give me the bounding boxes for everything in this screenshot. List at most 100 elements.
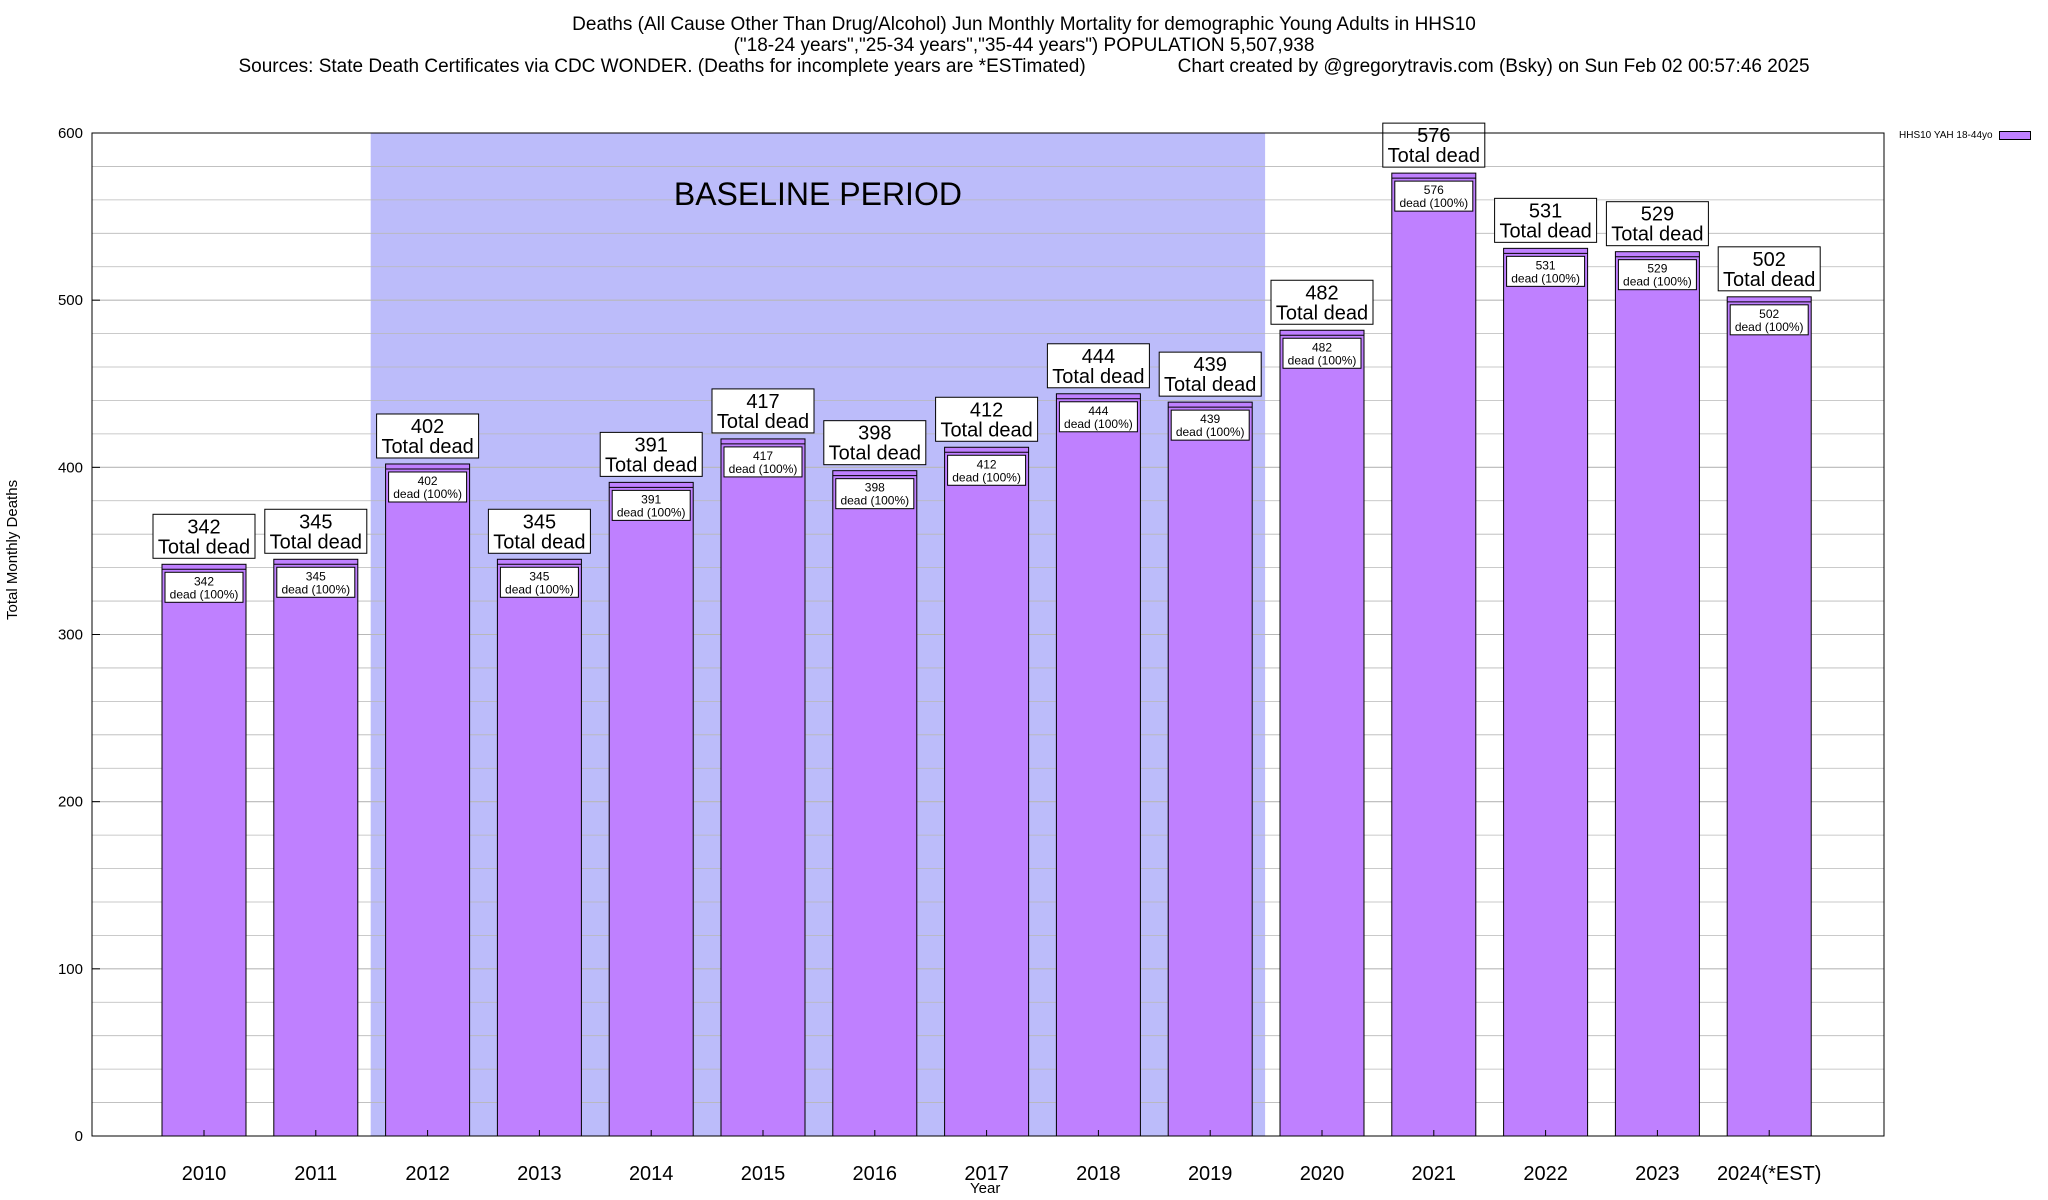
total-dead-label: Total dead: [605, 454, 697, 476]
x-tick-label: 2013: [517, 1163, 562, 1185]
inner-label-box: [388, 471, 468, 503]
total-label-box: [1494, 197, 1598, 243]
total-value-label: 529: [1641, 204, 1674, 226]
inner-value-label: 482: [1312, 340, 1332, 354]
total-value-label: 345: [299, 511, 332, 533]
inner-label-box: [947, 454, 1027, 486]
total-dead-label: Total dead: [940, 419, 1032, 441]
inner-value-label: 576: [1424, 183, 1444, 197]
x-tick-label: 2016: [853, 1163, 898, 1185]
inner-value-label: 417: [753, 449, 773, 463]
inner-percent-label: dead (100%): [952, 470, 1021, 484]
y-tick-label: 400: [58, 459, 83, 476]
inner-label-box: [276, 566, 356, 598]
inner-label-box: [1282, 337, 1362, 369]
bar: [273, 558, 359, 1137]
inner-label-box: [611, 489, 691, 521]
total-dead-label: Total dead: [493, 531, 585, 553]
bar: [832, 470, 918, 1137]
total-label-box: [1717, 246, 1821, 292]
total-value-label: 531: [1529, 200, 1562, 222]
inner-percent-label: dead (100%): [729, 462, 798, 476]
y-tick-label: 100: [58, 961, 83, 978]
x-tick-label: 2019: [1188, 1163, 1233, 1185]
baseline-period-label: BASELINE PERIOD: [674, 176, 962, 212]
x-tick-label: 2010: [182, 1163, 227, 1185]
inner-percent-label: dead (100%): [1623, 275, 1692, 289]
total-value-label: 439: [1194, 354, 1227, 376]
total-label-box: [376, 413, 480, 459]
inner-value-label: 402: [418, 474, 438, 488]
inner-percent-label: dead (100%): [617, 505, 686, 519]
total-value-label: 402: [411, 416, 444, 438]
total-value-label: 342: [187, 516, 220, 538]
legend: HHS10 YAH 18-44yo: [1899, 130, 2031, 141]
bar: [385, 463, 471, 1137]
y-tick-label: 300: [58, 627, 83, 644]
y-tick-label: 0: [75, 1128, 83, 1145]
inner-percent-label: dead (100%): [840, 494, 909, 508]
y-tick-label: 600: [58, 125, 83, 142]
total-dead-label: Total dead: [270, 531, 362, 553]
inner-value-label: 345: [306, 569, 326, 583]
inner-value-label: 444: [1088, 404, 1108, 418]
x-tick-label: 2012: [405, 1163, 450, 1185]
bar: [496, 558, 582, 1137]
x-tick-label: 2017: [964, 1163, 1009, 1185]
inner-value-label: 391: [641, 492, 661, 506]
bar: [1726, 296, 1812, 1137]
inner-value-label: 439: [1200, 412, 1220, 426]
total-label-box: [823, 420, 927, 466]
total-dead-label: Total dead: [1052, 366, 1144, 388]
inner-percent-label: dead (100%): [505, 582, 574, 596]
total-dead-label: Total dead: [1388, 145, 1480, 167]
inner-label-box: [164, 571, 244, 603]
inner-label-box: [1170, 409, 1250, 441]
bar: [1614, 251, 1700, 1137]
total-dead-label: Total dead: [158, 536, 250, 558]
bar: [608, 481, 694, 1137]
total-label-box: [1046, 343, 1150, 389]
inner-percent-label: dead (100%): [170, 587, 239, 601]
y-tick-label: 500: [58, 292, 83, 309]
bar: [1167, 401, 1253, 1137]
y-tick-label: 200: [58, 794, 83, 811]
x-tick-label: 2021: [1412, 1163, 1457, 1185]
inner-label-box: [1058, 401, 1138, 433]
bar: [1503, 247, 1589, 1137]
total-dead-label: Total dead: [1164, 374, 1256, 396]
total-dead-label: Total dead: [829, 443, 921, 465]
total-label-box: [1605, 201, 1709, 247]
x-tick-label: 2024(*EST): [1717, 1163, 1822, 1185]
inner-label-box: [1617, 259, 1697, 291]
inner-label-box: [1506, 255, 1586, 287]
total-dead-label: Total dead: [1276, 302, 1368, 324]
total-label-box: [487, 508, 591, 554]
total-label-box: [152, 513, 256, 559]
x-tick-label: 2018: [1076, 1163, 1121, 1185]
total-value-label: 345: [523, 511, 556, 533]
inner-value-label: 529: [1647, 262, 1667, 276]
total-dead-label: Total dead: [717, 411, 809, 433]
total-dead-label: Total dead: [381, 436, 473, 458]
total-label-box: [1382, 122, 1486, 168]
total-label-box: [935, 396, 1039, 442]
inner-label-box: [835, 478, 915, 510]
inner-label-box: [1729, 304, 1809, 336]
total-label-box: [711, 388, 815, 434]
total-dead-label: Total dead: [1499, 220, 1591, 242]
legend-label: HHS10 YAH 18-44yo: [1899, 130, 1993, 141]
chart-credit: Chart created by @gregorytravis.com (Bsk…: [1177, 56, 1810, 77]
total-value-label: 576: [1417, 125, 1450, 147]
plot-frame: [91, 132, 1885, 1137]
inner-label-box: [1394, 180, 1474, 212]
inner-value-label: 342: [194, 574, 214, 588]
inner-percent-label: dead (100%): [1735, 320, 1804, 334]
x-tick-label: 2022: [1523, 1163, 1568, 1185]
total-value-label: 444: [1082, 346, 1115, 368]
inner-value-label: 502: [1759, 307, 1779, 321]
total-label-box: [1158, 351, 1262, 397]
inner-value-label: 398: [865, 481, 885, 495]
x-tick-label: 2014: [629, 1163, 674, 1185]
